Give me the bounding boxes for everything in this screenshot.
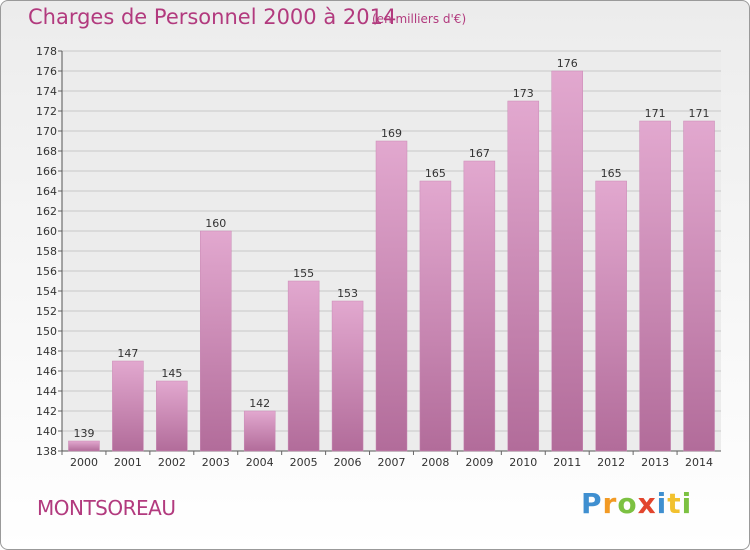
data-label: 173 [513, 87, 534, 100]
y-tick-label: 166 [36, 165, 57, 178]
x-tick-label: 2006 [334, 456, 362, 469]
commune-name: MONTSOREAU [37, 496, 176, 520]
data-label: 155 [293, 267, 314, 280]
x-tick-label: 2005 [290, 456, 318, 469]
x-tick-label: 2014 [685, 456, 713, 469]
x-tick-label: 2008 [421, 456, 449, 469]
x-tick-label: 2009 [465, 456, 493, 469]
y-tick-label: 158 [36, 245, 57, 258]
data-label: 169 [381, 127, 402, 140]
y-tick-label: 144 [36, 385, 57, 398]
bar [463, 160, 496, 452]
bar [639, 120, 671, 452]
bar [419, 180, 452, 452]
x-tick-label: 2001 [114, 456, 142, 469]
x-tick-label: 2011 [553, 456, 581, 469]
y-tick-label: 140 [36, 425, 57, 438]
bar [68, 440, 100, 452]
x-tick-label: 2002 [158, 456, 186, 469]
data-label: 167 [469, 147, 490, 160]
y-tick-label: 146 [36, 365, 57, 378]
chart-title: Charges de Personnel 2000 à 2014 [28, 5, 397, 29]
y-tick-label: 168 [36, 145, 57, 158]
bar [507, 100, 540, 452]
bar [551, 70, 583, 452]
bar-chart: 138 140 142 144 146 148 150 152 154 156 158 160 162 1… [36, 45, 721, 469]
data-label: 145 [161, 367, 182, 380]
data-label: 142 [249, 397, 270, 410]
y-tick-label: 152 [36, 305, 57, 318]
x-tick-label: 2004 [246, 456, 274, 469]
bar [683, 120, 715, 452]
y-tick-label: 160 [36, 225, 57, 238]
data-label: 153 [337, 287, 358, 300]
y-tick-label: 178 [36, 45, 57, 58]
y-tick-label: 156 [36, 265, 57, 278]
data-label: 171 [645, 107, 666, 120]
bar [112, 360, 144, 452]
data-label: 147 [117, 347, 138, 360]
data-label: 171 [689, 107, 710, 120]
x-tick-label: 2000 [70, 456, 98, 469]
data-label: 176 [557, 57, 578, 70]
bar [595, 180, 627, 452]
x-tick-label: 2007 [378, 456, 406, 469]
y-tick-label: 172 [36, 105, 57, 118]
data-label: 160 [205, 217, 226, 230]
bar [243, 410, 276, 452]
x-tick-label: 2013 [641, 456, 669, 469]
x-tick-label: 2010 [509, 456, 537, 469]
data-label: 139 [73, 427, 94, 440]
x-tick-label: 2003 [202, 456, 230, 469]
bar [331, 300, 364, 452]
y-tick-label: 174 [36, 85, 57, 98]
y-tick-label: 148 [36, 345, 57, 358]
bar [200, 230, 232, 452]
y-tick-label: 138 [36, 445, 57, 458]
data-label: 165 [601, 167, 622, 180]
y-tick-label: 170 [36, 125, 57, 138]
y-tick-label: 154 [36, 285, 57, 298]
bar [375, 140, 408, 452]
bar [287, 280, 320, 452]
y-tick-label: 176 [36, 65, 57, 78]
x-tick-label: 2012 [597, 456, 625, 469]
proxiti-logo[interactable]: Proxiti [581, 487, 693, 520]
y-tick-label: 164 [36, 185, 57, 198]
y-tick-label: 150 [36, 325, 57, 338]
chart-subtitle: (en milliers d'€) [372, 12, 467, 26]
y-tick-label: 162 [36, 205, 57, 218]
data-label: 165 [425, 167, 446, 180]
bar [156, 380, 188, 452]
y-tick-label: 142 [36, 405, 57, 418]
